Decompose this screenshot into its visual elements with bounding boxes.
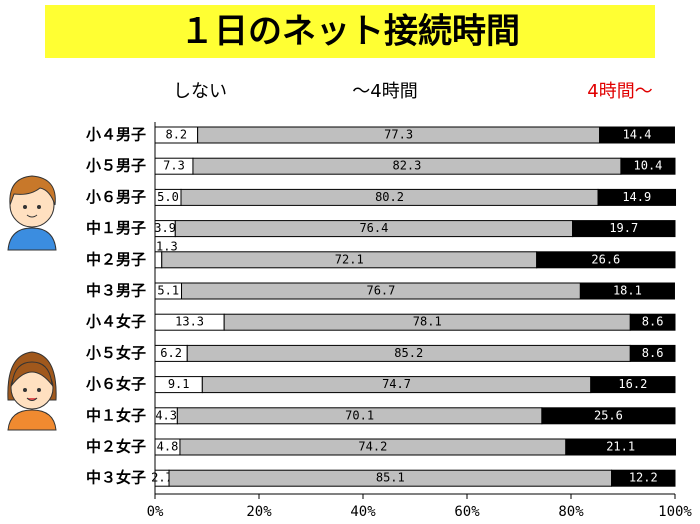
- y-tick-label: 小６男子: [86, 188, 146, 206]
- legend-label: 〜4時間: [352, 81, 417, 102]
- value-label: 5.0: [157, 190, 179, 204]
- x-tick-label: 80%: [558, 504, 584, 520]
- value-label: 13.3: [175, 315, 204, 329]
- value-label: 9.1: [168, 377, 190, 391]
- bar-segment: [629, 313, 676, 331]
- value-label: 14.4: [623, 128, 652, 142]
- y-tick-label: 小４女子: [86, 313, 146, 331]
- value-label: 4.3: [155, 408, 177, 422]
- y-tick-label: 小４男子: [86, 126, 146, 144]
- value-label: 8.2: [165, 128, 187, 142]
- value-label: 85.2: [394, 346, 423, 360]
- value-label: 82.3: [392, 159, 421, 173]
- value-label: 16.2: [618, 377, 647, 391]
- y-tick-label: 小６女子: [86, 375, 146, 393]
- y-tick-label: 中２女子: [86, 438, 146, 456]
- value-label: 85.1: [376, 471, 405, 485]
- value-label: 2.7: [151, 471, 173, 485]
- value-label: 77.3: [384, 128, 413, 142]
- value-label: 8.6: [642, 346, 664, 360]
- value-label: 8.6: [642, 315, 664, 329]
- value-label: 6.2: [160, 346, 182, 360]
- bar-segment: [590, 376, 676, 394]
- value-label: 74.7: [382, 377, 411, 391]
- x-tick-label: 40%: [350, 504, 376, 520]
- bar-segment: [541, 407, 676, 425]
- value-label: 19.7: [609, 221, 638, 235]
- value-label: 78.1: [413, 315, 442, 329]
- y-tick-label: 中１女子: [86, 406, 146, 424]
- value-label: 5.1: [157, 284, 179, 298]
- value-label: 74.2: [358, 440, 387, 454]
- value-label: 76.7: [366, 284, 395, 298]
- y-tick-label: 中３男子: [86, 282, 146, 300]
- value-label: 26.6: [591, 252, 620, 266]
- bar-segment: [579, 282, 675, 300]
- y-tick-label: 中３女子: [86, 469, 146, 487]
- chart-title: １日のネット接続時間: [180, 12, 520, 52]
- x-tick-label: 60%: [454, 504, 480, 520]
- bar-segment: [611, 469, 676, 487]
- x-tick-label: 0%: [147, 504, 164, 520]
- bar-segment: [536, 251, 676, 269]
- value-label: 4.8: [157, 440, 179, 454]
- bar-segment: [620, 157, 676, 175]
- value-label: 7.3: [163, 159, 185, 173]
- x-tick-label: 20%: [246, 504, 272, 520]
- bar-segment: [597, 188, 677, 206]
- value-label: 76.4: [359, 221, 388, 235]
- bar-segment: [629, 344, 676, 362]
- value-label: 1.3: [156, 239, 178, 253]
- bar-segment: [154, 251, 163, 269]
- y-tick-label: 中２男子: [86, 250, 146, 268]
- value-label: 18.1: [613, 284, 642, 298]
- boy-icon: [7, 175, 57, 251]
- y-tick-label: 小５女子: [86, 344, 146, 362]
- value-label: 10.4: [634, 159, 663, 173]
- y-tick-label: 小５男子: [86, 157, 146, 175]
- y-tick-label: 中１男子: [86, 219, 146, 237]
- x-tick-label: 100%: [658, 504, 692, 520]
- title-banner: [45, 5, 655, 58]
- girl-icon: [7, 351, 57, 431]
- value-label: 70.1: [345, 408, 374, 422]
- bar-segment: [572, 220, 676, 238]
- value-label: 80.2: [375, 190, 404, 204]
- legend-label: しない: [173, 81, 227, 102]
- value-label: 72.1: [335, 252, 364, 266]
- value-label: 25.6: [594, 408, 623, 422]
- value-label: 3.9: [154, 221, 176, 235]
- value-label: 14.9: [622, 190, 651, 204]
- value-label: 12.2: [629, 471, 658, 485]
- legend-label: 4時間〜: [587, 81, 652, 102]
- bar-segment: [599, 126, 675, 144]
- bar-segment: [565, 438, 677, 456]
- value-label: 21.1: [606, 440, 635, 454]
